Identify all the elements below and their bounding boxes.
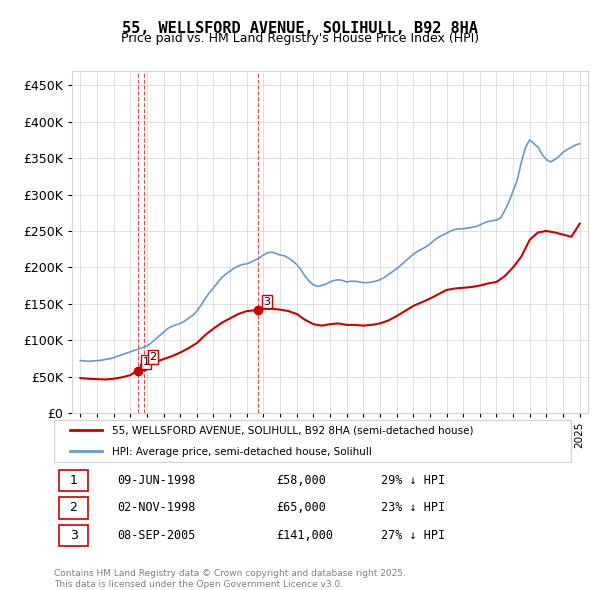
Text: Contains HM Land Registry data © Crown copyright and database right 2025.
This d: Contains HM Land Registry data © Crown c…: [54, 569, 406, 589]
Text: £141,000: £141,000: [276, 529, 333, 542]
FancyBboxPatch shape: [59, 497, 88, 519]
Text: £58,000: £58,000: [276, 474, 326, 487]
FancyBboxPatch shape: [59, 525, 88, 546]
Text: HPI: Average price, semi-detached house, Solihull: HPI: Average price, semi-detached house,…: [112, 447, 372, 457]
Text: 2: 2: [149, 352, 157, 362]
Text: 1: 1: [70, 474, 77, 487]
Text: 23% ↓ HPI: 23% ↓ HPI: [382, 502, 445, 514]
Text: 3: 3: [70, 529, 77, 542]
Text: Price paid vs. HM Land Registry's House Price Index (HPI): Price paid vs. HM Land Registry's House …: [121, 32, 479, 45]
Text: 08-SEP-2005: 08-SEP-2005: [118, 529, 196, 542]
FancyBboxPatch shape: [59, 470, 88, 491]
Text: 2: 2: [70, 502, 77, 514]
Text: 27% ↓ HPI: 27% ↓ HPI: [382, 529, 445, 542]
FancyBboxPatch shape: [54, 420, 571, 463]
Text: 55, WELLSFORD AVENUE, SOLIHULL, B92 8HA: 55, WELLSFORD AVENUE, SOLIHULL, B92 8HA: [122, 21, 478, 35]
Text: 29% ↓ HPI: 29% ↓ HPI: [382, 474, 445, 487]
Text: 1: 1: [143, 357, 149, 367]
Text: 09-JUN-1998: 09-JUN-1998: [118, 474, 196, 487]
Text: 02-NOV-1998: 02-NOV-1998: [118, 502, 196, 514]
Text: 3: 3: [263, 297, 270, 307]
Text: 55, WELLSFORD AVENUE, SOLIHULL, B92 8HA (semi-detached house): 55, WELLSFORD AVENUE, SOLIHULL, B92 8HA …: [112, 426, 473, 436]
Text: £65,000: £65,000: [276, 502, 326, 514]
